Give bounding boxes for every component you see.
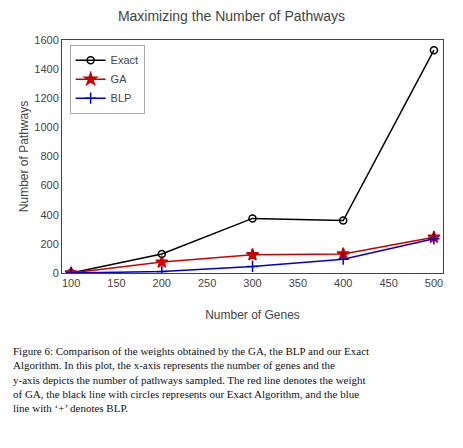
svg-text:450: 450 bbox=[379, 277, 397, 289]
svg-text:400: 400 bbox=[40, 209, 58, 221]
svg-text:Exact: Exact bbox=[111, 54, 139, 66]
svg-text:1200: 1200 bbox=[34, 92, 58, 104]
svg-text:500: 500 bbox=[425, 277, 443, 289]
svg-text:600: 600 bbox=[40, 179, 58, 191]
svg-text:200: 200 bbox=[40, 238, 58, 250]
svg-text:GA: GA bbox=[111, 73, 128, 85]
svg-text:250: 250 bbox=[198, 277, 216, 289]
svg-text:800: 800 bbox=[40, 150, 58, 162]
svg-text:200: 200 bbox=[153, 277, 171, 289]
svg-text:100: 100 bbox=[62, 277, 80, 289]
svg-text:Maximizing the Number of Pathw: Maximizing the Number of Pathways bbox=[118, 8, 345, 24]
svg-text:BLP: BLP bbox=[111, 92, 132, 104]
svg-text:1600: 1600 bbox=[34, 34, 58, 46]
svg-text:150: 150 bbox=[107, 277, 125, 289]
svg-text:1400: 1400 bbox=[34, 63, 58, 75]
svg-text:0: 0 bbox=[53, 267, 59, 279]
svg-text:400: 400 bbox=[334, 277, 352, 289]
svg-text:350: 350 bbox=[289, 277, 307, 289]
svg-text:Number of Pathways: Number of Pathways bbox=[17, 101, 31, 212]
svg-text:Figure 6: Comparison of the we: Figure 6: Comparison of the weights obta… bbox=[13, 345, 369, 414]
svg-text:1000: 1000 bbox=[34, 121, 58, 133]
svg-text:Number of Genes: Number of Genes bbox=[205, 308, 300, 322]
svg-text:300: 300 bbox=[243, 277, 261, 289]
